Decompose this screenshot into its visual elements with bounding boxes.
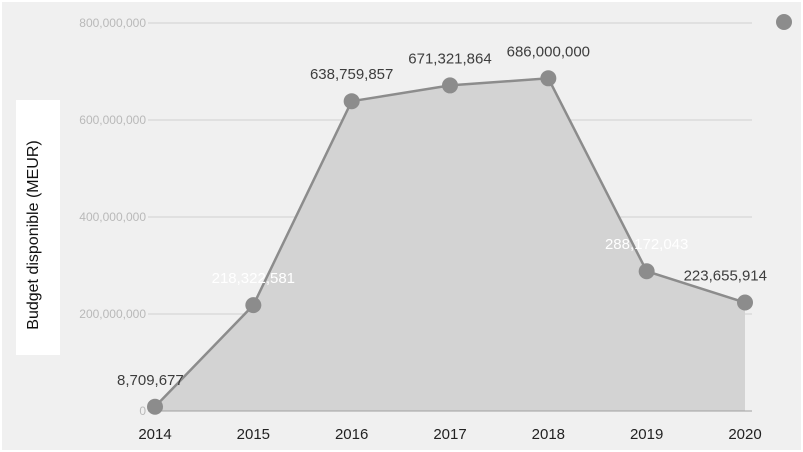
x-tick-label: 2015 xyxy=(237,426,270,443)
x-tick-label: 2018 xyxy=(532,426,565,443)
x-tick-label: 2019 xyxy=(630,426,663,443)
data-point xyxy=(147,398,163,415)
x-axis-ticks: 2014 2015 2016 2017 2018 2019 2020 xyxy=(138,426,761,443)
x-tick-label: 2017 xyxy=(433,426,466,443)
y-tick-label: 600,000,000 xyxy=(79,113,146,127)
y-tick-label: 400,000,000 xyxy=(79,210,146,224)
data-label: 671,321,864 xyxy=(408,50,491,67)
y-tick-label: 200,000,000 xyxy=(79,307,146,321)
data-point xyxy=(442,77,458,94)
data-points xyxy=(147,70,753,415)
data-label: 638,759,857 xyxy=(310,66,393,83)
y-tick-label: 800,000,000 xyxy=(79,16,146,30)
area-fill xyxy=(155,78,745,411)
data-label: 288,172,043 xyxy=(605,236,688,253)
x-tick-label: 2014 xyxy=(138,426,171,443)
data-label: 218,322,581 xyxy=(212,270,295,287)
data-label: 8,709,677 xyxy=(117,372,184,389)
ylabel-panel xyxy=(16,100,60,355)
y-axis-ticks: 0 200,000,000 400,000,000 600,000,000 800,00… xyxy=(79,16,146,418)
y-tick-label: 0 xyxy=(139,404,146,418)
data-point xyxy=(245,297,262,314)
data-label: 686,000,000 xyxy=(507,43,590,60)
x-tick-label: 2020 xyxy=(728,426,761,443)
data-labels: 8,709,677 218,322,581 638,759,857 671,321,8… xyxy=(117,43,767,388)
legend-marker[interactable] xyxy=(776,14,792,30)
data-point xyxy=(737,294,753,311)
data-label: 223,655,914 xyxy=(684,268,767,285)
x-tick-label: 2016 xyxy=(335,426,368,443)
data-point xyxy=(540,70,557,87)
y-axis-title: Budget disponible (MEUR) xyxy=(25,140,42,329)
data-point xyxy=(343,93,360,110)
data-point xyxy=(638,263,655,280)
